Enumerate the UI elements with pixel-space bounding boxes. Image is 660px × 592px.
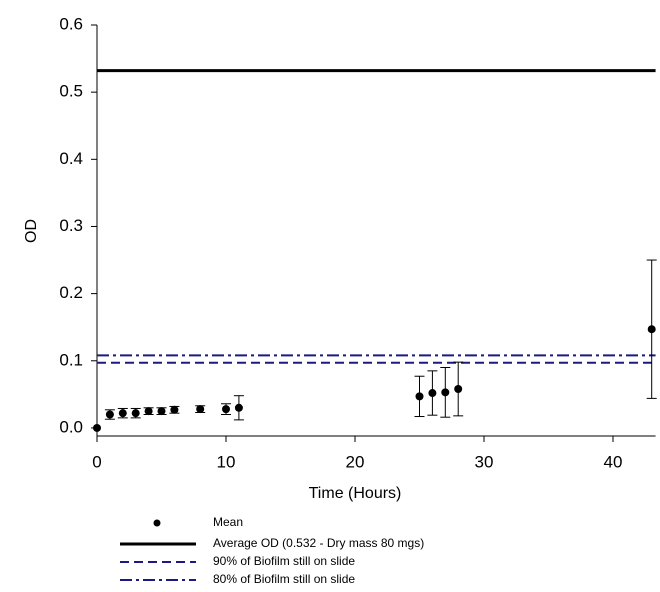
x-tick-label: 10: [217, 452, 236, 471]
x-tick-label: 0: [92, 452, 101, 471]
y-tick-label: 0.6: [59, 14, 83, 33]
data-point: [647, 325, 656, 334]
x-axis-title: Time (Hours): [309, 485, 402, 502]
x-tick-label: 30: [475, 452, 494, 471]
data-point: [454, 384, 463, 393]
data-point: [428, 389, 437, 398]
data-point: [144, 407, 153, 416]
y-tick-label: 0.1: [59, 350, 83, 369]
x-tick-label: 40: [604, 452, 623, 471]
data-point: [93, 423, 101, 432]
legend-label: 90% of Biofilm still on slide: [213, 554, 355, 568]
legend-marker: [153, 519, 161, 527]
x-tick-label: 20: [346, 452, 365, 471]
legend-label: Mean: [213, 515, 243, 529]
data-point: [131, 409, 140, 418]
legend-label: 80% of Biofilm still on slide: [213, 572, 355, 586]
data-point: [196, 405, 205, 414]
data-point: [118, 409, 127, 418]
data-point: [234, 403, 243, 412]
y-tick-label: 0.4: [59, 149, 83, 168]
data-point: [415, 392, 424, 401]
y-tick-label: 0.2: [59, 283, 83, 302]
data-point: [441, 388, 450, 397]
data-point: [105, 410, 114, 419]
data-point: [170, 405, 179, 414]
data-point: [157, 407, 166, 416]
y-tick-label: 0.0: [59, 417, 83, 436]
data-point: [222, 405, 230, 414]
y-axis-title: OD: [23, 219, 40, 243]
y-tick-label: 0.3: [59, 216, 83, 235]
legend-label: Average OD (0.532 - Dry mass 80 mgs): [213, 536, 424, 550]
y-tick-label: 0.5: [59, 82, 83, 101]
